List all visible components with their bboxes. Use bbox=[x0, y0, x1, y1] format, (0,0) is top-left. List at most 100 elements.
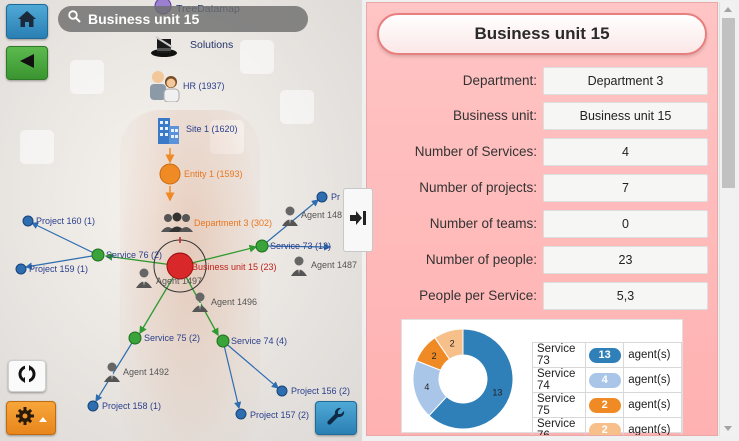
search-query[interactable]: Business unit 15 bbox=[88, 11, 200, 27]
detail-panel: Business unit 15 Department: Department … bbox=[366, 2, 718, 436]
legend-unit-label: agent(s) bbox=[623, 342, 682, 368]
field-value: Business unit 15 bbox=[543, 102, 708, 130]
field-label: Number of Services: bbox=[414, 144, 537, 159]
agent-icon[interactable] bbox=[282, 206, 298, 231]
chart-legend: Service 73 13 agent(s) Service 74 4 agent(s) S… bbox=[531, 342, 682, 435]
donut-value-label: 2 bbox=[432, 351, 437, 361]
home-icon bbox=[17, 10, 37, 33]
back-button[interactable] bbox=[6, 46, 48, 80]
site-label[interactable]: Site 1 (1620) bbox=[186, 124, 238, 134]
donut-value-label: 4 bbox=[424, 382, 429, 392]
legend-row: Service 76 2 agent(s) bbox=[531, 417, 682, 435]
legend-count-cell: 13 bbox=[585, 342, 625, 368]
field-value: 7 bbox=[543, 174, 708, 202]
agent-icon[interactable] bbox=[104, 362, 120, 387]
project159-label[interactable]: Project 159 (1) bbox=[29, 264, 89, 274]
background-tile bbox=[210, 120, 244, 154]
service73-label[interactable]: Service 73 (13) bbox=[270, 241, 332, 251]
field-row-people: Number of people: 23 bbox=[367, 246, 712, 274]
field-label: Business unit: bbox=[452, 108, 537, 123]
agent148-label[interactable]: Agent 148 bbox=[301, 210, 343, 220]
agent1487-label[interactable]: Agent 1487 bbox=[311, 260, 358, 270]
field-value: 0 bbox=[543, 210, 708, 238]
search-icon bbox=[68, 10, 81, 28]
service76-label[interactable]: Service 76 (2) bbox=[106, 250, 163, 260]
scrollbar[interactable] bbox=[719, 2, 736, 436]
donut-slice-service-73[interactable] bbox=[428, 328, 514, 430]
agent-icon[interactable] bbox=[136, 268, 152, 293]
legend-service-label: Service 75 bbox=[531, 392, 587, 418]
agent1497-label[interactable]: Agent 1497 bbox=[156, 276, 203, 286]
service74-label[interactable]: Service 74 (4) bbox=[231, 336, 288, 346]
gear-icon bbox=[15, 406, 35, 431]
legend-row: Service 74 4 agent(s) bbox=[531, 367, 682, 393]
legend-row: Service 73 13 agent(s) bbox=[531, 342, 682, 368]
field-row-people-per-service: People per Service: 5,3 bbox=[367, 282, 712, 310]
legend-service-label: Service 76 bbox=[531, 417, 587, 435]
arrow-left-icon bbox=[18, 53, 36, 74]
settings-button[interactable] bbox=[6, 401, 56, 435]
legend-unit-label: agent(s) bbox=[623, 417, 682, 435]
business-unit-label[interactable]: Business unit 15 (23) bbox=[192, 262, 277, 272]
department-label[interactable]: Department 3 (302) bbox=[194, 218, 273, 228]
legend-count-badge: 2 bbox=[588, 422, 621, 435]
building-icon[interactable] bbox=[155, 114, 181, 149]
home-button[interactable] bbox=[6, 4, 48, 39]
field-row-department: Department: Department 3 bbox=[367, 67, 712, 95]
legend-count-badge: 4 bbox=[588, 372, 621, 388]
project160-node bbox=[22, 215, 34, 227]
project159-node bbox=[15, 263, 27, 275]
refresh-icon bbox=[17, 364, 37, 389]
agent-icon[interactable] bbox=[291, 256, 307, 281]
background-tile bbox=[20, 130, 54, 164]
background-tile bbox=[280, 90, 314, 124]
field-value: 4 bbox=[543, 138, 708, 166]
team-icon[interactable] bbox=[160, 212, 194, 239]
tools-button[interactable] bbox=[315, 401, 357, 435]
project156-label[interactable]: Project 156 (2) bbox=[291, 386, 351, 396]
entity-node bbox=[159, 163, 181, 185]
agent-icon[interactable] bbox=[192, 292, 208, 317]
agent1496-label[interactable]: Agent 1496 bbox=[211, 297, 258, 307]
agents-per-service-chart: 13 4 2 2 Service 73 13 agent(s) Service 74 4 age… bbox=[401, 319, 683, 435]
graph-panel[interactable]: TreeDatamap Solutions HR (1937) Site 1 (… bbox=[0, 0, 362, 441]
legend-count-badge: 2 bbox=[588, 397, 621, 413]
service75-label[interactable]: Service 75 (2) bbox=[144, 333, 201, 343]
project156-node bbox=[276, 385, 288, 397]
donut-slice-service-76[interactable] bbox=[434, 328, 464, 360]
field-row-projects: Number of projects: 7 bbox=[367, 174, 712, 202]
field-row-services: Number of Services: 4 bbox=[367, 138, 712, 166]
scroll-thumb[interactable] bbox=[722, 18, 735, 188]
entity-label[interactable]: Entity 1 (1593) bbox=[184, 169, 243, 179]
field-label: Department: bbox=[462, 73, 537, 88]
collapse-panel-button[interactable] bbox=[343, 188, 373, 252]
solutions-label[interactable]: Solutions bbox=[190, 39, 234, 51]
legend-row: Service 75 2 agent(s) bbox=[531, 392, 682, 418]
refresh-button[interactable] bbox=[8, 360, 46, 392]
scroll-down-icon[interactable] bbox=[724, 426, 732, 431]
search-bar[interactable]: Business unit 15 bbox=[58, 6, 308, 32]
donut-value-label: 2 bbox=[450, 339, 455, 349]
agent1492-label[interactable]: Agent 1492 bbox=[123, 367, 170, 377]
service75-node bbox=[128, 331, 142, 345]
scroll-up-icon[interactable] bbox=[724, 7, 732, 12]
detail-title: Business unit 15 bbox=[377, 13, 707, 55]
legend-service-label: Service 74 bbox=[531, 367, 587, 393]
donut-value-label: 13 bbox=[492, 388, 502, 398]
service74-node bbox=[216, 334, 230, 348]
hr-label[interactable]: HR (1937) bbox=[183, 81, 225, 91]
magic-hat-icon[interactable] bbox=[150, 33, 178, 64]
donut-chart: 13 4 2 2 bbox=[412, 328, 514, 430]
field-label: Number of people: bbox=[425, 252, 537, 267]
project160-label[interactable]: Project 160 (1) bbox=[36, 216, 96, 226]
project-partial-label[interactable]: Pr bbox=[331, 192, 340, 202]
graph-edges bbox=[15, 148, 332, 420]
field-row-business-unit: Business unit: Business unit 15 bbox=[367, 102, 712, 130]
people-icon[interactable] bbox=[146, 68, 182, 107]
project157-label[interactable]: Project 157 (2) bbox=[250, 410, 310, 420]
service73-node bbox=[255, 239, 269, 253]
legend-unit-label: agent(s) bbox=[623, 392, 682, 418]
project158-label[interactable]: Project 158 (1) bbox=[102, 401, 162, 411]
field-value: 5,3 bbox=[543, 282, 708, 310]
